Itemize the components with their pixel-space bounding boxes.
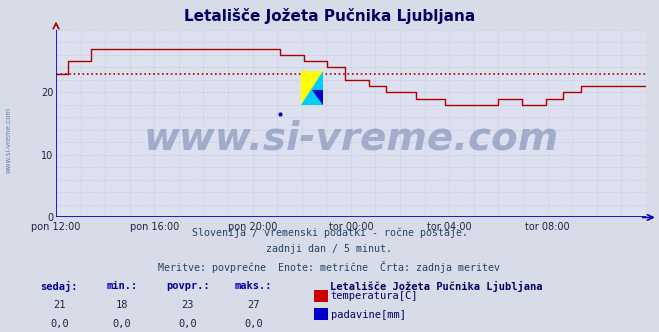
Text: Slovenija / vremenski podatki - ročne postaje.: Slovenija / vremenski podatki - ročne po… <box>192 227 467 238</box>
Text: sedaj:: sedaj: <box>41 281 78 291</box>
Polygon shape <box>301 71 323 105</box>
Text: 27: 27 <box>248 300 260 310</box>
Text: 23: 23 <box>182 300 194 310</box>
Text: min.:: min.: <box>106 281 138 290</box>
Text: www.si-vreme.com: www.si-vreme.com <box>5 106 11 173</box>
Text: 0,0: 0,0 <box>179 319 197 329</box>
Text: maks.:: maks.: <box>235 281 272 290</box>
Text: Letališče Jožeta Pučnika Ljubljana: Letališče Jožeta Pučnika Ljubljana <box>330 281 542 291</box>
Text: www.si-vreme.com: www.si-vreme.com <box>143 120 559 158</box>
Text: 0,0: 0,0 <box>50 319 69 329</box>
Text: zadnji dan / 5 minut.: zadnji dan / 5 minut. <box>266 244 393 254</box>
Polygon shape <box>301 71 323 105</box>
Polygon shape <box>312 90 323 105</box>
Text: 0,0: 0,0 <box>244 319 263 329</box>
Text: 0,0: 0,0 <box>113 319 131 329</box>
Text: 21: 21 <box>53 300 65 310</box>
Text: 18: 18 <box>116 300 128 310</box>
Text: temperatura[C]: temperatura[C] <box>331 291 418 301</box>
Text: povpr.:: povpr.: <box>166 281 210 290</box>
Text: Meritve: povprečne  Enote: metrične  Črta: zadnja meritev: Meritve: povprečne Enote: metrične Črta:… <box>159 261 500 273</box>
Text: Letališče Jožeta Pučnika Ljubljana: Letališče Jožeta Pučnika Ljubljana <box>184 8 475 24</box>
Text: padavine[mm]: padavine[mm] <box>331 310 406 320</box>
